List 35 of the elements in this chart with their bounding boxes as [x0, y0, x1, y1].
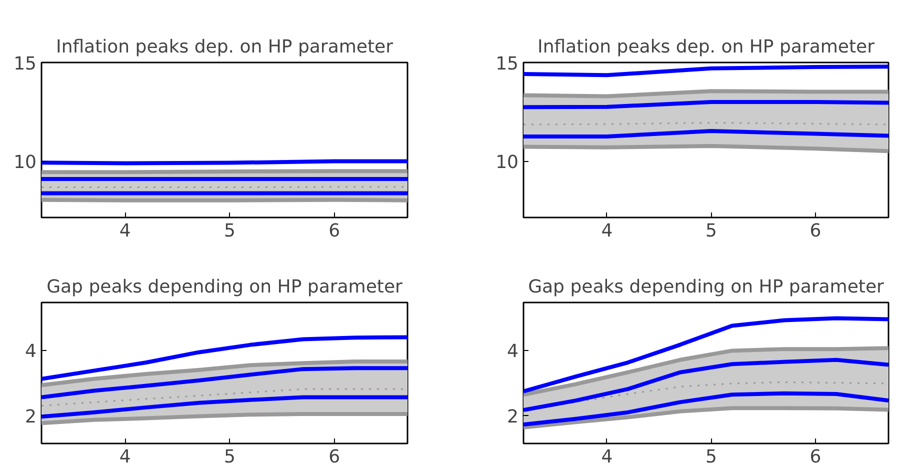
chart-title: Inflation peaks dep. on HP parameter [538, 36, 876, 58]
line-series [524, 316, 888, 394]
x-tick-label: 6 [328, 446, 340, 468]
x-tick-label: 6 [810, 446, 822, 468]
y-tick-label: 15 [14, 54, 36, 74]
line-series [524, 406, 888, 430]
y-tick-label: 10 [496, 152, 518, 174]
line-series [524, 358, 888, 412]
x-tick-label: 4 [119, 446, 131, 468]
y-tick-label: 15 [496, 54, 518, 74]
x-tick-label: 5 [224, 220, 236, 242]
line-series [524, 391, 888, 426]
chart-title: Gap peaks depending on HP parameter [528, 276, 885, 298]
x-tick-label: 4 [601, 220, 613, 242]
line-series [42, 412, 408, 426]
line-series [42, 360, 408, 388]
chart-title: Inflation peaks dep. on HP parameter [56, 36, 394, 58]
y-tick-label: 4 [25, 341, 36, 362]
x-tick-label: 5 [705, 446, 717, 468]
x-tick-label: 5 [224, 446, 236, 468]
x-tick-label: 6 [328, 220, 340, 242]
chart-title: Gap peaks depending on HP parameter [46, 276, 404, 298]
line-series [42, 335, 408, 381]
x-tick-label: 4 [119, 220, 131, 242]
line-series [42, 395, 408, 419]
y-tick-label: 10 [14, 152, 36, 174]
y-tick-label: 4 [507, 341, 518, 362]
line-series [524, 64, 888, 78]
x-tick-label: 5 [705, 220, 717, 242]
y-tick-label: 2 [25, 406, 36, 428]
line-series [42, 366, 408, 400]
x-tick-label: 6 [810, 220, 822, 242]
x-tick-label: 4 [601, 446, 613, 468]
line-series [524, 346, 888, 397]
y-tick-label: 2 [507, 406, 518, 428]
